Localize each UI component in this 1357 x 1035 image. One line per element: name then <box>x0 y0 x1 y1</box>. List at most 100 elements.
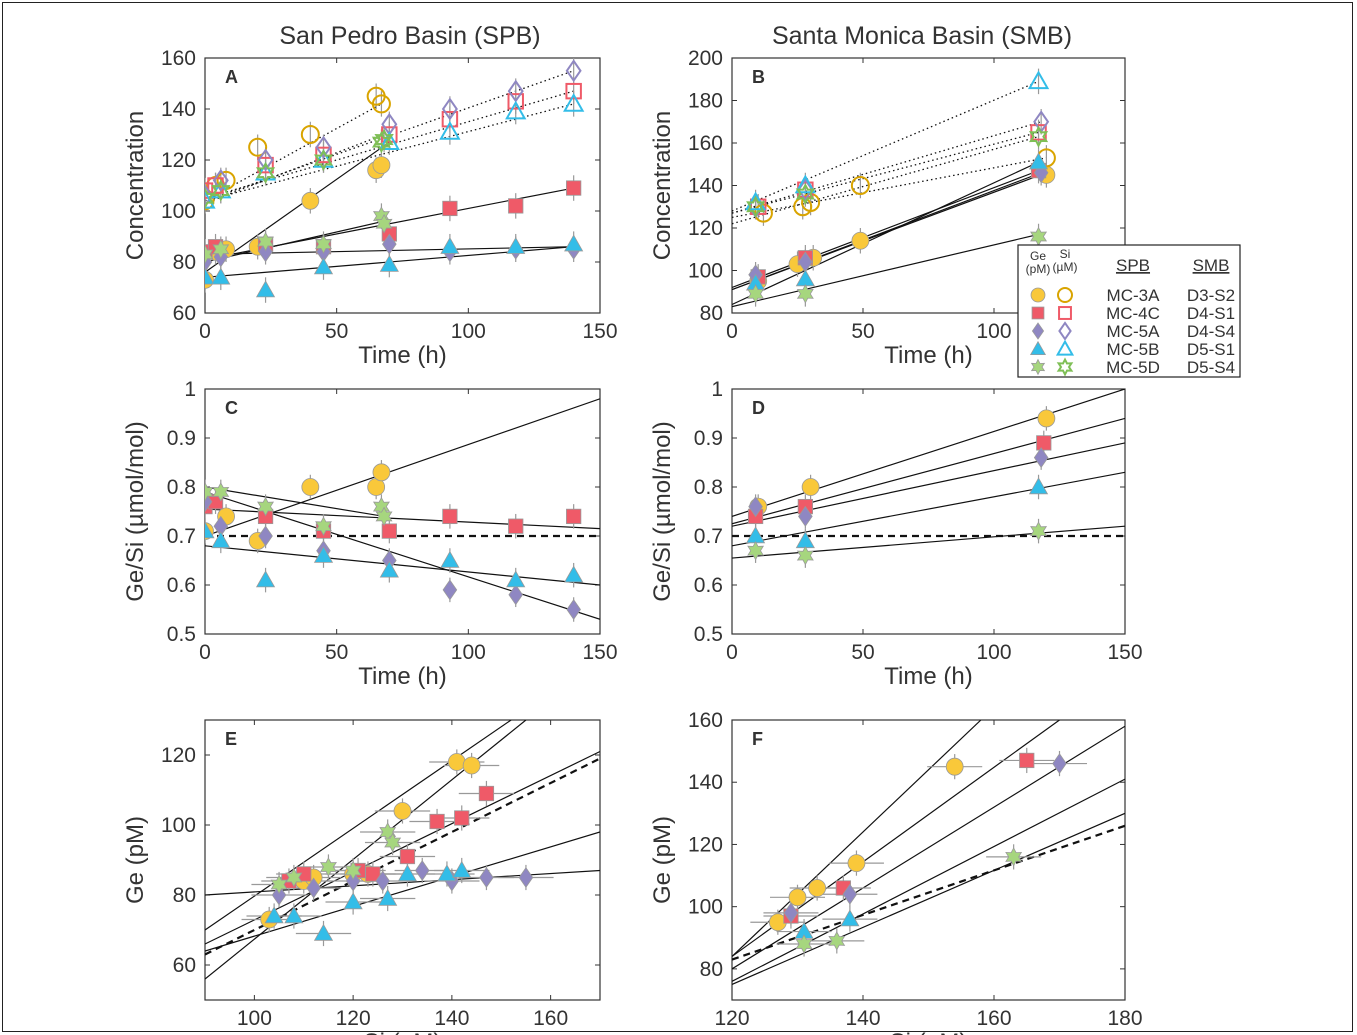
data-point-mc-3a-ge <box>301 191 320 210</box>
legend-marker-si <box>1057 287 1073 303</box>
x-tick-label: 100 <box>451 641 486 664</box>
data-point-mc-5a-ge <box>258 525 273 547</box>
legend-marker-si <box>1058 306 1072 320</box>
data-point-mc-3a-ge <box>945 757 964 776</box>
y-tick-label: 140 <box>161 98 196 121</box>
fit-line <box>732 417 1125 525</box>
x-axis-label: Time (h) <box>358 342 446 369</box>
x-tick-label: 100 <box>976 320 1011 343</box>
y-tick-label: 160 <box>688 709 723 732</box>
data-point-mc-5d-ge <box>1030 521 1048 541</box>
legend-marker-ge <box>1029 340 1047 356</box>
data-point-mc-4c-ge <box>1036 435 1052 451</box>
data-point-mc-5b-ge <box>437 864 457 882</box>
data-point-mc-4c-ge <box>442 200 458 217</box>
y-axis-label: Ge/Si (µmol/mol) <box>122 421 149 602</box>
data-point-mc-5d-ge <box>747 284 765 304</box>
data-point-mc-4c-si <box>441 110 459 128</box>
panel-e: 1001201401606080100120Si (µM)Ge (pM)E <box>122 719 601 1035</box>
data-point-mc-3a-ge <box>372 156 391 175</box>
data-point-mc-5b-ge <box>1028 152 1049 170</box>
fit-line <box>732 471 1125 547</box>
plot-area <box>732 389 1125 568</box>
fit-line <box>205 133 385 204</box>
data-point-mc-4c-ge <box>1019 752 1035 769</box>
data-point-mc-3a-si <box>850 176 870 195</box>
fit-line <box>205 831 600 952</box>
data-point-mc-5b-si <box>205 189 216 209</box>
y-tick-label: 0.7 <box>694 525 723 548</box>
data-point-mc-5a-si <box>257 148 274 172</box>
fit-line <box>205 486 385 517</box>
y-tick-label: 120 <box>161 149 196 172</box>
data-point-mc-5b-ge <box>564 565 584 583</box>
data-point-mc-3a-ge <box>301 478 320 496</box>
y-tick-label: 0.9 <box>167 427 196 450</box>
legend-col-si-unit: (µM) <box>1053 260 1078 274</box>
data-point-mc-5a-ge <box>566 599 581 620</box>
legend-marker-si <box>1056 357 1074 377</box>
legend-smb-label: D4-S1 <box>1187 304 1235 323</box>
data-point-mc-5b-si <box>439 120 461 140</box>
legend-row: MC-4C D4-S1 <box>1031 304 1235 323</box>
data-point-mc-5d-ge <box>212 239 230 260</box>
data-point-mc-5d-ge <box>796 284 814 304</box>
data-point-mc-5a-si <box>565 59 582 83</box>
y-tick-label: 60 <box>173 954 196 977</box>
fit-line <box>732 157 1047 219</box>
data-point-mc-5b-ge <box>211 531 231 549</box>
data-point-mc-5b-ge <box>313 257 334 275</box>
legend-row: MC-5D D5-S4 <box>1030 357 1235 377</box>
axes-box <box>204 57 601 314</box>
x-tick-label: 160 <box>533 1007 568 1030</box>
data-point-mc-5a-si <box>212 168 229 192</box>
axes-box <box>731 719 1126 1001</box>
data-point-mc-5a-ge <box>748 496 763 518</box>
x-tick-label: 50 <box>325 641 348 664</box>
data-point-mc-5b-si <box>505 100 527 120</box>
y-tick-label: 200 <box>688 47 723 70</box>
data-point-mc-3a-ge <box>447 753 466 771</box>
data-point-mc-5b-ge <box>211 267 231 285</box>
header-smb: Santa Monica Basin (SMB) <box>772 22 1072 50</box>
axes-box <box>204 719 601 1001</box>
data-point-mc-5d-si <box>313 149 334 171</box>
fit-line <box>205 103 382 202</box>
y-tick-label: 100 <box>161 814 196 837</box>
y-tick-label: 180 <box>688 90 723 113</box>
fit-line <box>732 233 1039 308</box>
panel-letter: F <box>752 729 763 749</box>
data-point-mc-5a-ge <box>842 883 858 905</box>
legend-smb-label: D5-S4 <box>1187 358 1235 377</box>
reference-line <box>732 824 1125 961</box>
y-tick-label: 80 <box>173 884 196 907</box>
data-point-mc-4c-ge <box>566 180 582 196</box>
legend-spb-label: MC-5D <box>1106 358 1160 377</box>
data-point-mc-5b-ge <box>440 550 460 568</box>
legend-row: MC-5B D5-S1 <box>1029 339 1235 359</box>
data-point-mc-5a-ge <box>258 241 273 263</box>
data-point-mc-3a-si <box>205 191 215 211</box>
data-point-mc-5d-si <box>374 128 394 151</box>
data-point-mc-5d-ge <box>315 234 332 254</box>
data-point-mc-5d-ge <box>270 874 288 895</box>
y-tick-label: 140 <box>688 771 723 794</box>
data-point-mc-5b-ge <box>452 860 472 878</box>
fit-line <box>732 131 1039 214</box>
data-point-mc-5b-ge <box>440 236 460 254</box>
y-tick-label: 0.8 <box>167 476 196 499</box>
fit-line <box>732 121 1042 214</box>
data-point-mc-5d-si <box>211 179 231 202</box>
data-point-mc-5d-ge <box>1005 847 1023 867</box>
data-point-mc-4c-ge <box>566 508 582 525</box>
y-axis-label: Ge (pM) <box>122 816 149 904</box>
data-point-mc-5d-ge <box>344 860 362 881</box>
y-axis-label: Concentration <box>649 111 676 260</box>
data-point-mc-5d-si <box>205 187 215 210</box>
data-point-mc-3a-si <box>371 94 391 114</box>
data-point-mc-5a-ge <box>798 505 813 527</box>
x-tick-label: 50 <box>325 320 348 343</box>
data-point-mc-4c-ge <box>508 198 524 214</box>
y-tick-label: 100 <box>688 260 723 283</box>
